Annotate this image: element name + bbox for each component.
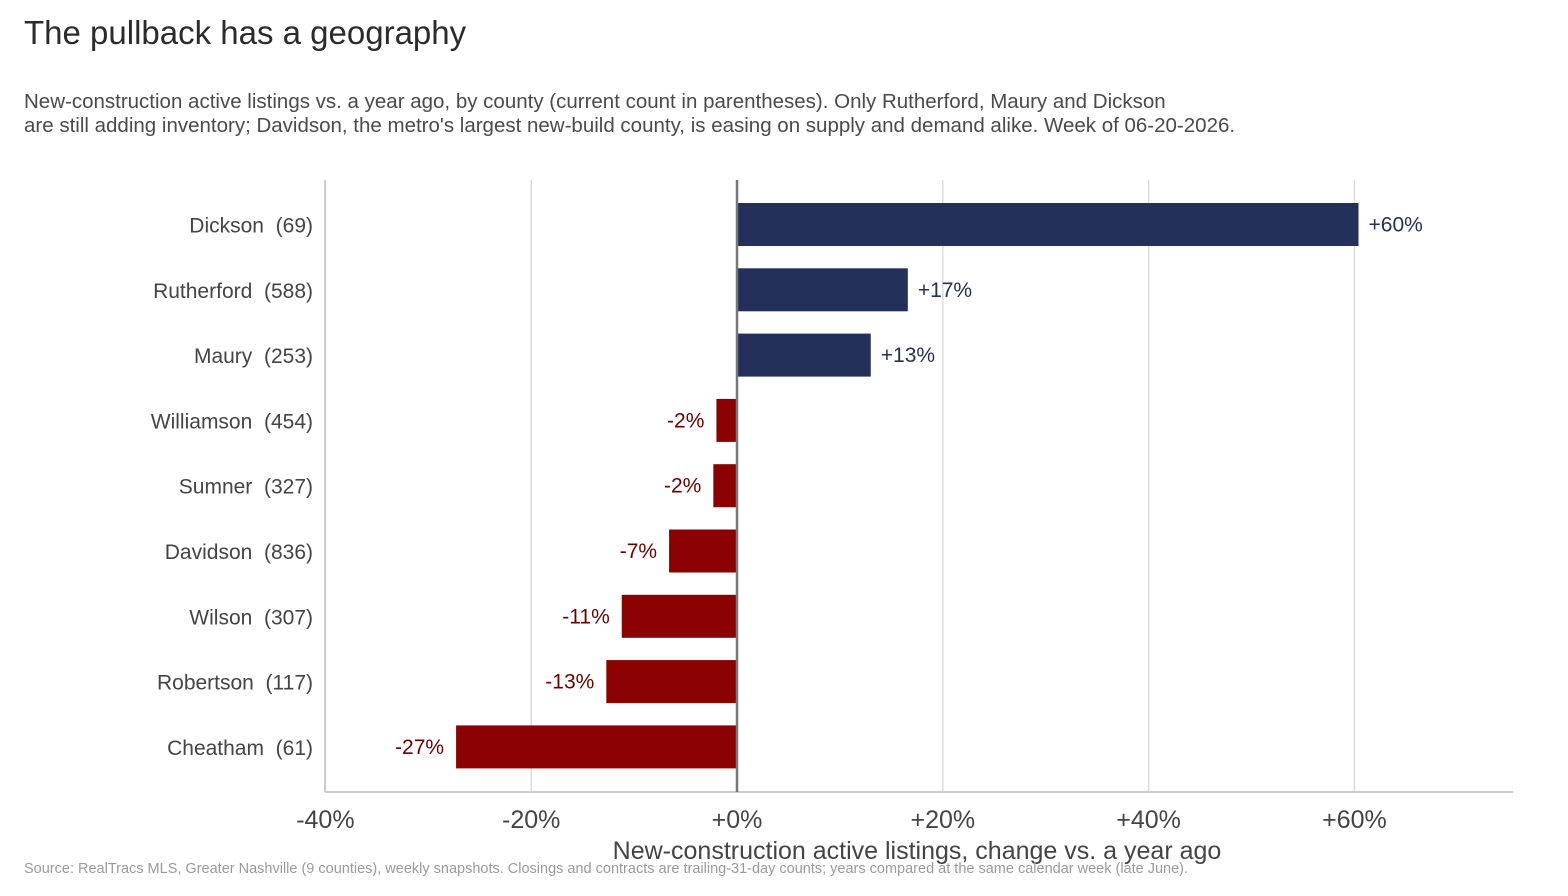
value-labels: +60% +17% +13% -2% -2% -7% -11% -13% -27% [395, 214, 1423, 759]
category-label: Sumner (327) [179, 476, 313, 499]
x-axis-label: New-construction active listings, change… [613, 837, 1222, 865]
x-tick-label: -40% [296, 806, 354, 834]
bar [713, 464, 737, 508]
value-label: +13% [881, 344, 935, 367]
chart-subtitle-line-1: New-construction active listings vs. a y… [24, 90, 1166, 113]
bar [737, 203, 1359, 246]
category-label: Davidson (836) [165, 541, 313, 564]
value-label: -11% [562, 605, 609, 628]
x-tick-label: -20% [502, 806, 560, 834]
value-label: -2% [664, 475, 701, 498]
value-label: -7% [620, 540, 657, 563]
x-axis: -40% -20% +0% +20% +40% +60% [296, 180, 1513, 834]
bar [606, 660, 737, 704]
value-label: -13% [545, 671, 594, 694]
category-label: Williamson (454) [151, 410, 313, 433]
chart-title: The pullback has a geography [24, 14, 467, 51]
value-label: +60% [1369, 214, 1423, 237]
bar [669, 529, 737, 573]
value-label: -2% [667, 409, 704, 432]
bar [456, 725, 737, 769]
category-labels: Dickson (69) Rutherford (588) Maury (253) W… [151, 215, 313, 760]
category-label: Wilson (307) [189, 606, 313, 629]
x-tick-label: +0% [712, 806, 763, 834]
source-note: Source: RealTracs MLS, Greater Nashville… [24, 861, 1189, 877]
category-label: Robertson (117) [157, 672, 313, 695]
bar [621, 594, 737, 638]
x-tick-label: +60% [1322, 806, 1387, 834]
category-label: Cheatham (61) [167, 737, 313, 760]
value-label: +17% [918, 279, 972, 302]
bar [716, 398, 737, 442]
category-label: Rutherford (588) [153, 280, 313, 303]
bars [456, 203, 1359, 769]
category-label: Maury (253) [194, 345, 313, 368]
value-label: -27% [395, 736, 444, 759]
x-tick-label: +20% [910, 806, 975, 834]
category-label: Dickson (69) [189, 215, 313, 238]
x-tick-label: +40% [1116, 806, 1181, 834]
bar [737, 268, 908, 312]
bar [737, 333, 871, 377]
chart-subtitle-line-2: are still adding inventory; Davidson, th… [24, 114, 1236, 137]
